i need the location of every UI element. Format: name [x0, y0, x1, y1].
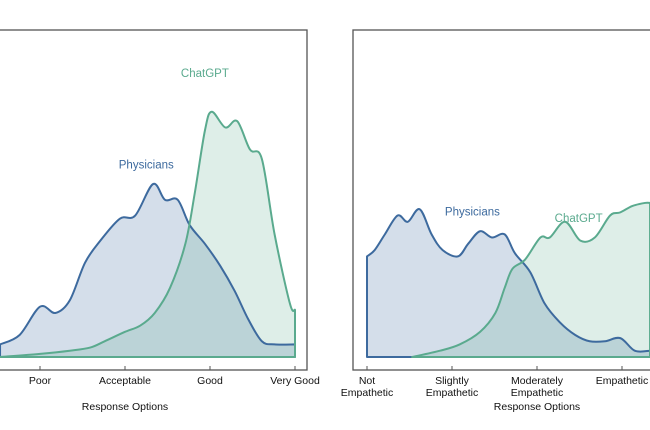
- x-tick-label: Very Good: [270, 375, 320, 387]
- chatgpt-series-label: ChatGPT: [181, 68, 229, 80]
- x-axis-title: Response Options: [82, 401, 168, 413]
- chatgpt-line: [0, 110, 296, 358]
- chatgpt-line: [411, 201, 650, 358]
- x-axis-title: Response Options: [494, 401, 580, 413]
- plot-frame: [0, 29, 308, 371]
- physicians-line: [366, 208, 650, 358]
- x-tick-label: Poor: [29, 375, 52, 387]
- physicians-line: [0, 182, 296, 358]
- chatgpt-series-label: ChatGPT: [555, 213, 603, 225]
- chart-panel-1: Physicians ChatGPT Poor Acceptable Good Very …: [0, 29, 320, 413]
- physicians-area: [0, 183, 296, 357]
- chart-panel-2: Physicians ChatGPT Not Empathetic Slightly Em…: [341, 29, 650, 413]
- physicians-series-label: Physicians: [119, 159, 174, 171]
- x-tick-label: Acceptable: [99, 375, 151, 387]
- x-tick-label: Empathetic: [596, 375, 649, 387]
- x-tick-label: Moderately Empathetic: [511, 375, 564, 399]
- physicians-series-label: Physicians: [445, 207, 500, 219]
- x-tick-label: Not Empathetic: [341, 375, 394, 399]
- x-tick-label: Slightly Empathetic: [426, 375, 479, 399]
- plot-frame: [352, 29, 650, 371]
- chatgpt-area: [0, 111, 296, 357]
- x-tick-label: Good: [197, 375, 223, 387]
